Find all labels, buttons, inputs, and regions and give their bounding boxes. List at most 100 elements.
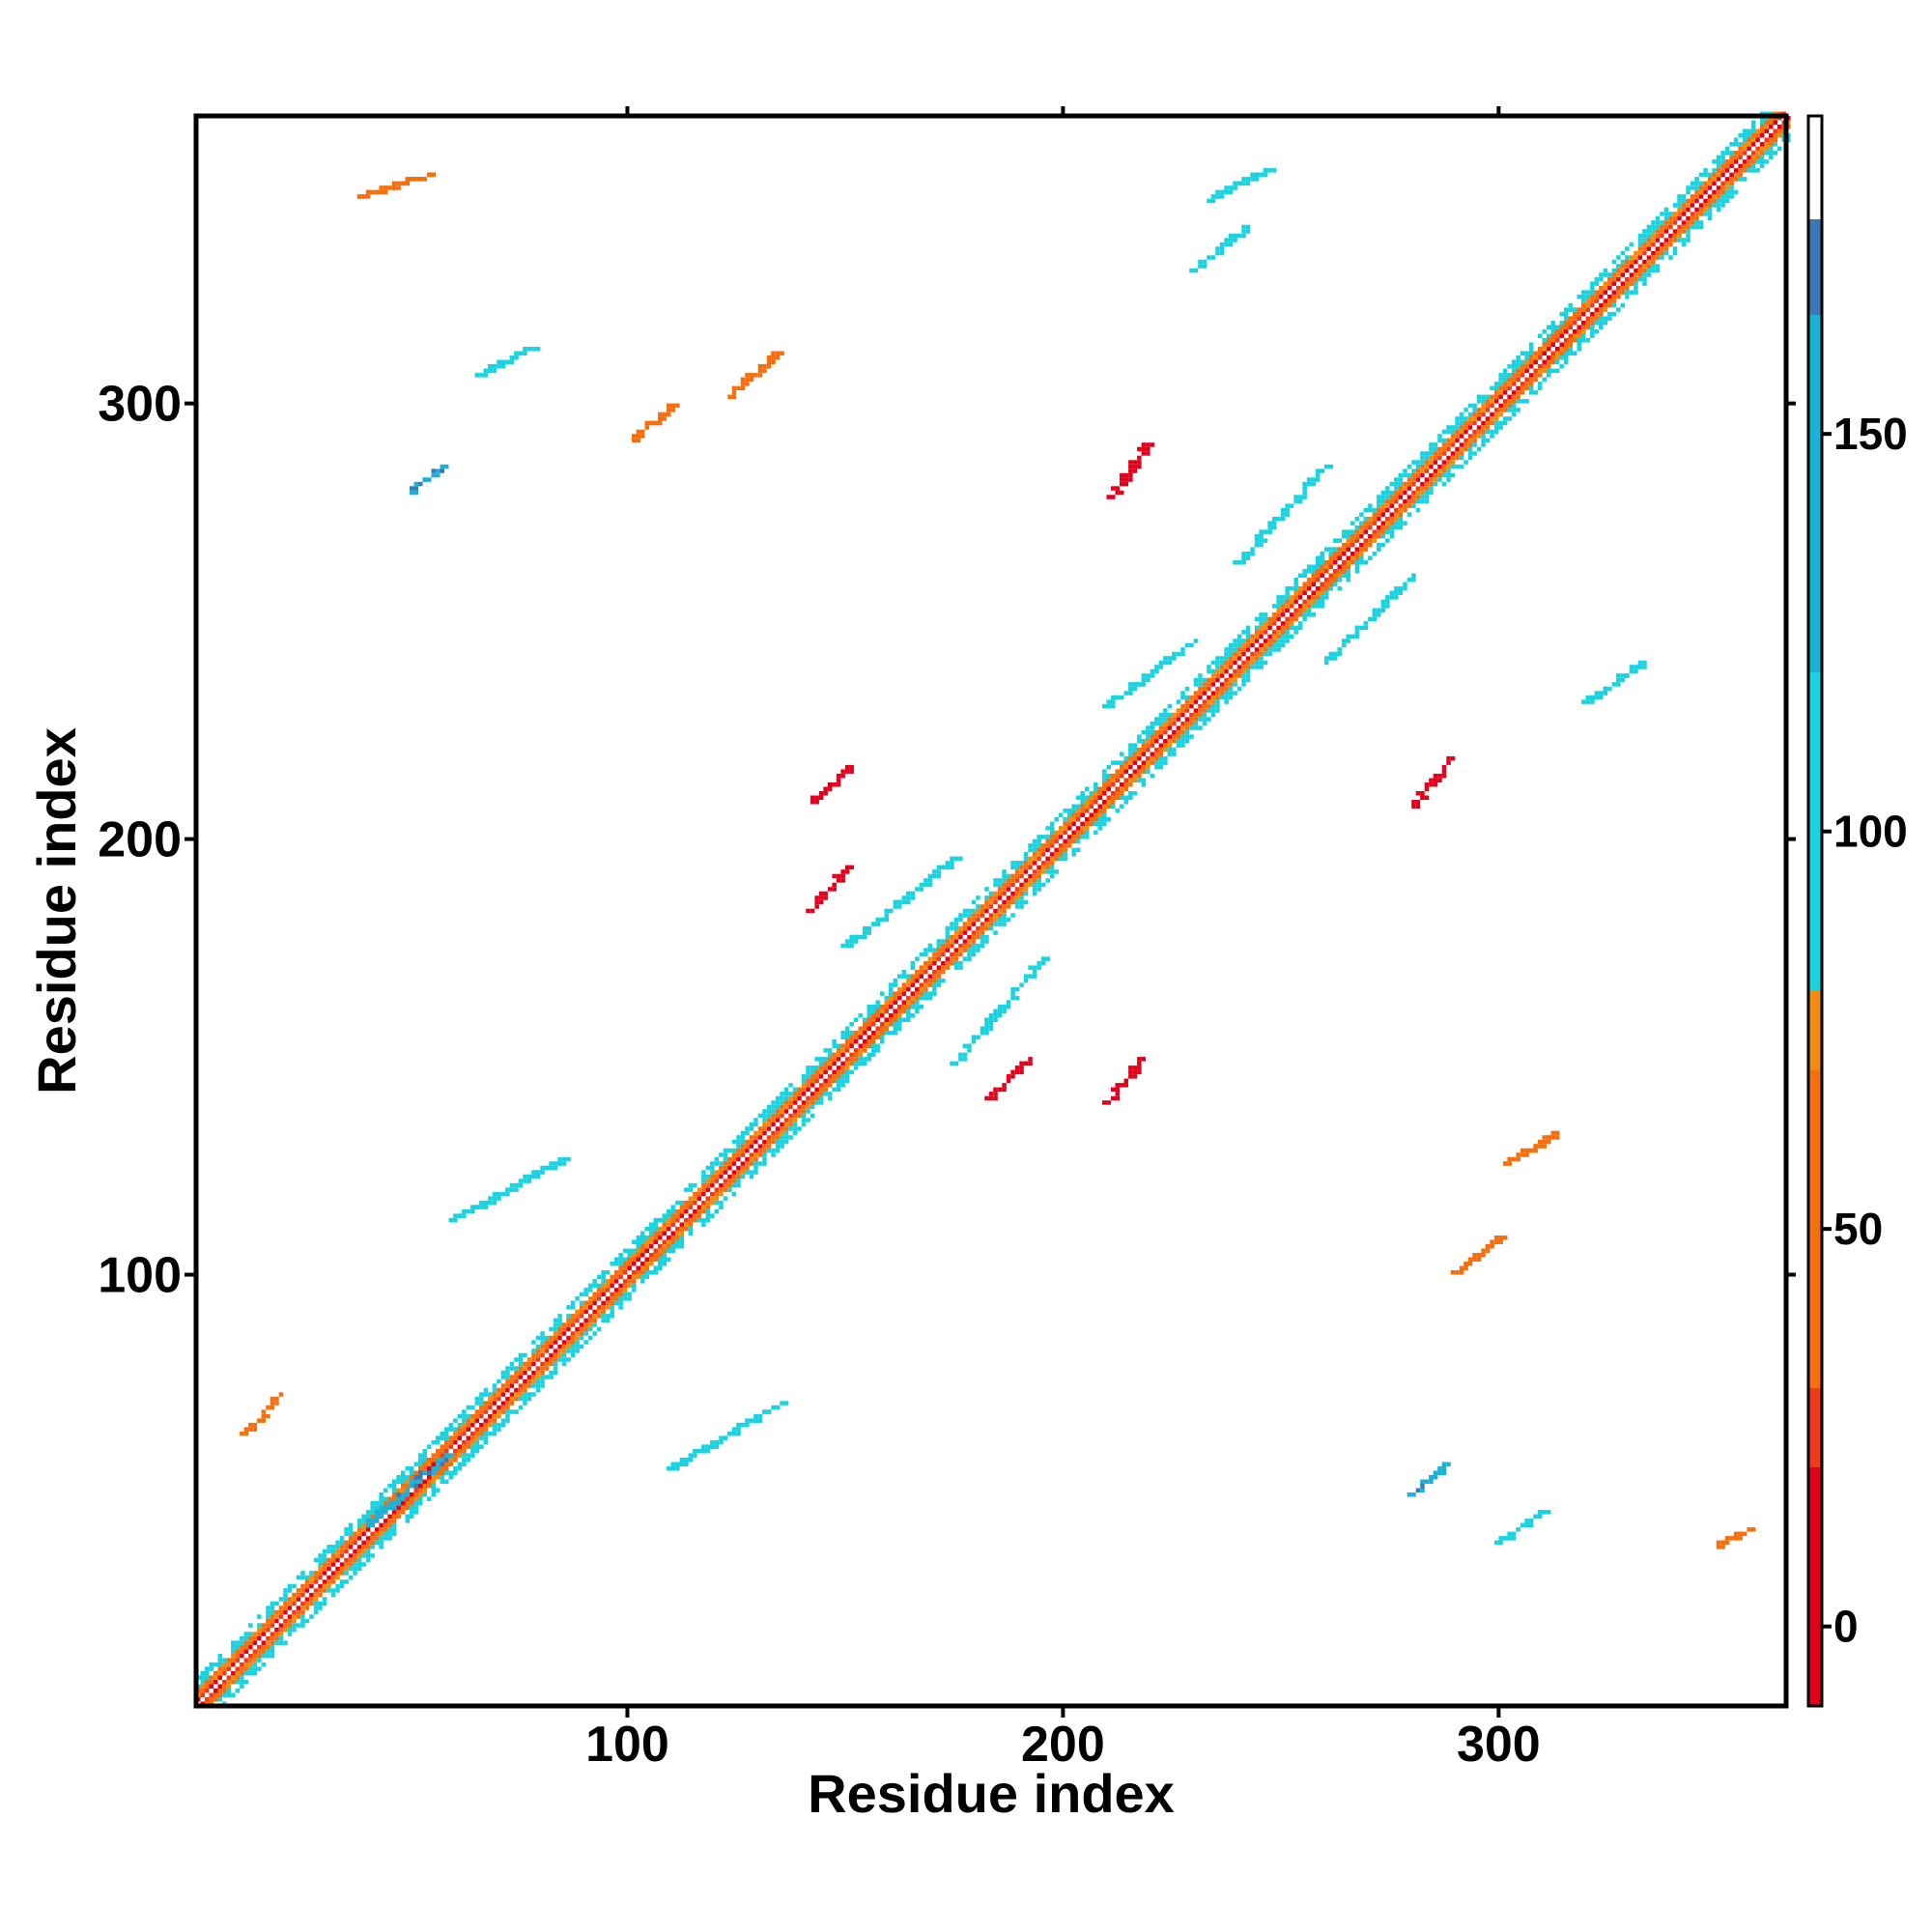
heatmap-cell: [1520, 1152, 1525, 1157]
heatmap-cell: [479, 1205, 484, 1209]
heatmap-cell: [540, 1361, 545, 1367]
heatmap-cell: [1014, 865, 1020, 870]
heatmap-cell: [283, 1618, 288, 1624]
heatmap-cell: [1420, 1484, 1425, 1489]
heatmap-cell: [1594, 329, 1600, 334]
heatmap-cell: [1267, 521, 1272, 526]
heatmap-cell: [348, 1575, 354, 1580]
heatmap-cell: [757, 1161, 763, 1166]
heatmap-cell: [1250, 660, 1255, 666]
heatmap-cell: [1467, 425, 1473, 430]
heatmap-cell: [1467, 403, 1473, 409]
heatmap-cell: [1533, 1144, 1538, 1149]
heatmap-cell: [596, 1326, 602, 1332]
heatmap-cell: [932, 952, 937, 957]
heatmap-cell: [296, 1609, 301, 1615]
heatmap-cell: [309, 1597, 314, 1602]
heatmap-cell: [440, 1444, 445, 1449]
heatmap-cell: [200, 1692, 206, 1698]
heatmap-cell: [1210, 198, 1216, 204]
heatmap-cell: [470, 1448, 475, 1454]
heatmap-cell: [535, 1361, 541, 1367]
heatmap-cell: [1324, 590, 1329, 596]
heatmap-cell: [1380, 490, 1386, 496]
heatmap-cell: [296, 1588, 301, 1593]
heatmap-cell: [418, 1453, 423, 1458]
heatmap-cell: [757, 1152, 763, 1157]
heatmap-cell: [240, 1658, 244, 1662]
heatmap-cell: [696, 1213, 702, 1218]
heatmap-cell: [1063, 838, 1067, 844]
heatmap-cell: [1616, 264, 1621, 269]
heatmap-cell: [1547, 368, 1551, 374]
heatmap-cell: [436, 1470, 440, 1476]
heatmap-cell: [814, 1095, 819, 1101]
heatmap-cell: [1507, 1156, 1512, 1162]
heatmap-cell: [640, 1244, 645, 1249]
heatmap-cell: [844, 1069, 850, 1075]
heatmap-cell: [818, 1074, 824, 1079]
heatmap-cell: [222, 1689, 227, 1693]
heatmap-cell: [710, 1174, 715, 1179]
heatmap-cell: [1132, 469, 1138, 473]
heatmap-cell: [1184, 725, 1190, 730]
heatmap-cell: [740, 385, 746, 391]
heatmap-cell: [1224, 686, 1229, 692]
heatmap-cell: [518, 1179, 524, 1183]
heatmap-cell: [605, 1292, 611, 1297]
heatmap-cell: [1259, 651, 1264, 657]
heatmap-cell: [544, 1375, 550, 1379]
heatmap-cell: [1441, 764, 1447, 770]
heatmap-cell: [1441, 451, 1447, 456]
heatmap-cell: [1707, 212, 1713, 216]
heatmap-cell: [1158, 729, 1164, 735]
heatmap-cell: [1102, 812, 1107, 818]
heatmap-cell: [379, 1536, 384, 1541]
heatmap-cell: [1306, 604, 1312, 609]
heatmap-cell: [1080, 795, 1085, 801]
heatmap-cell: [757, 1144, 763, 1149]
heatmap-cell: [283, 1640, 288, 1645]
heatmap-cell: [1289, 595, 1294, 600]
heatmap-cell: [653, 1239, 659, 1245]
heatmap-cell: [1481, 442, 1486, 447]
heatmap-cell: [549, 1340, 554, 1345]
heatmap-cell: [583, 1331, 588, 1336]
heatmap-cell: [1724, 185, 1730, 190]
heatmap-cell: [1228, 189, 1234, 195]
heatmap-cell: [1446, 451, 1451, 456]
heatmap-cell: [988, 925, 994, 931]
heatmap-cell: [535, 1357, 541, 1362]
heatmap-cell: [1010, 895, 1015, 900]
heatmap-cell: [1346, 573, 1351, 579]
heatmap-cell: [1049, 821, 1055, 827]
heatmap-cell: [440, 1458, 445, 1463]
heatmap-cell: [893, 1005, 898, 1009]
heatmap-cell: [387, 1519, 392, 1523]
heatmap-cell: [1686, 238, 1690, 242]
heatmap-cell: [540, 1378, 545, 1384]
heatmap-cell: [1207, 703, 1211, 709]
heatmap-cell: [1377, 612, 1381, 617]
heatmap-cell: [1241, 656, 1246, 661]
heatmap-cell: [1420, 469, 1425, 473]
heatmap-cell: [1433, 477, 1438, 482]
heatmap-cell: [418, 1475, 423, 1480]
heatmap-cell: [1634, 268, 1638, 273]
heatmap-cell: [523, 1392, 527, 1397]
heatmap-cell: [296, 1623, 301, 1628]
heatmap-cell: [1141, 451, 1147, 456]
heatmap-cell: [1306, 582, 1312, 587]
heatmap-cell: [693, 1191, 697, 1197]
heatmap-cell: [601, 1305, 606, 1310]
heatmap-cell: [1398, 516, 1404, 522]
heatmap-cell: [1215, 665, 1220, 669]
heatmap-cell: [1028, 861, 1033, 866]
heatmap-cell: [1585, 699, 1591, 704]
heatmap-cell: [1398, 495, 1404, 499]
heatmap-cell: [566, 1305, 571, 1310]
heatmap-cell: [1359, 512, 1364, 517]
heatmap-cell: [1524, 382, 1529, 386]
heatmap-cell: [1590, 302, 1595, 308]
heatmap-cell: [941, 943, 946, 949]
